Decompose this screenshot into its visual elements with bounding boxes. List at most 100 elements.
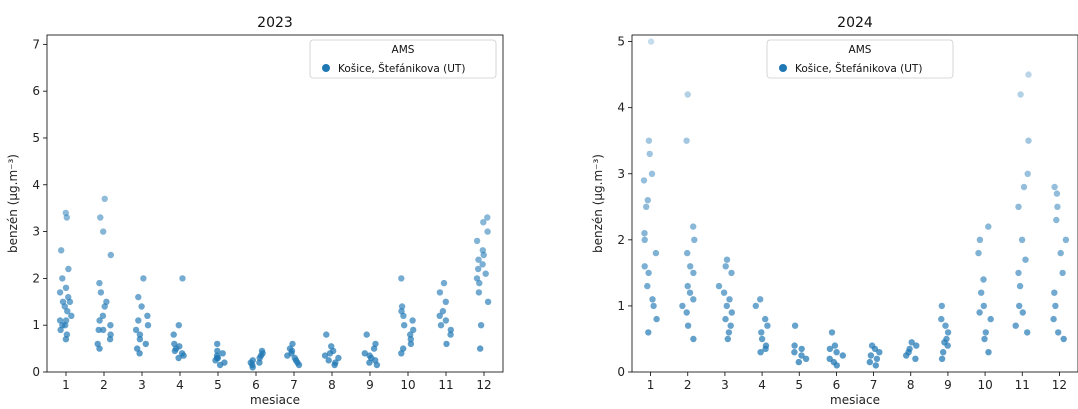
- x-tick-label: 8: [907, 378, 915, 392]
- data-point: [363, 331, 370, 338]
- data-point: [439, 308, 447, 315]
- data-point: [332, 359, 339, 366]
- data-point: [136, 331, 144, 338]
- data-point: [795, 358, 802, 366]
- data-point: [640, 177, 648, 184]
- data-point: [727, 322, 734, 329]
- data-point: [484, 298, 492, 305]
- data-point: [913, 342, 920, 349]
- data-point: [798, 345, 805, 353]
- data-point: [107, 331, 114, 338]
- data-point: [720, 289, 728, 296]
- data-point: [214, 347, 221, 355]
- data-point: [1016, 302, 1023, 310]
- data-point: [436, 312, 443, 319]
- data-point: [981, 335, 988, 343]
- data-point: [443, 340, 450, 348]
- data-point: [219, 350, 226, 357]
- data-point: [1020, 183, 1028, 191]
- x-tick-label: 6: [833, 378, 841, 392]
- y-tick-label: 0: [617, 365, 625, 379]
- data-point: [975, 249, 982, 257]
- data-point: [100, 228, 107, 235]
- data-point: [645, 137, 653, 144]
- data-point: [1025, 137, 1032, 144]
- data-point: [828, 329, 836, 336]
- data-point: [645, 329, 652, 336]
- data-point: [58, 247, 65, 254]
- data-point: [134, 345, 141, 352]
- data-point: [722, 263, 729, 270]
- legend-marker: [322, 64, 330, 72]
- data-point: [136, 350, 143, 357]
- x-tick-label: 7: [290, 378, 298, 392]
- data-point: [97, 289, 105, 296]
- data-point: [764, 322, 771, 329]
- data-point: [646, 150, 653, 158]
- y-axis-label: benzén (μg.m⁻³): [591, 154, 605, 253]
- data-point: [652, 249, 660, 257]
- data-point: [178, 350, 186, 357]
- data-point: [1024, 170, 1031, 177]
- data-point: [940, 349, 947, 356]
- data-point: [728, 309, 735, 316]
- data-point: [723, 302, 730, 310]
- x-tick-label: 1: [647, 378, 655, 392]
- data-point: [62, 317, 70, 324]
- data-point: [1017, 91, 1024, 98]
- data-point: [641, 230, 648, 237]
- x-tick-label: 8: [328, 378, 336, 392]
- data-point: [176, 343, 183, 350]
- data-point: [484, 228, 491, 235]
- data-point: [214, 340, 221, 348]
- data-point: [62, 209, 69, 217]
- x-tick-label: 12: [1052, 378, 1067, 392]
- data-point: [171, 340, 178, 348]
- data-point: [725, 329, 733, 336]
- data-point: [1016, 282, 1024, 290]
- y-tick-label: 5: [617, 35, 625, 49]
- data-point: [1012, 322, 1019, 329]
- data-point: [1050, 315, 1057, 323]
- y-tick-label: 1: [32, 318, 40, 332]
- data-point: [361, 350, 368, 357]
- data-point: [256, 359, 263, 366]
- data-point: [409, 317, 416, 324]
- data-point: [140, 275, 147, 282]
- data-point: [645, 269, 652, 277]
- legend-title: AMS: [392, 44, 415, 56]
- data-point: [484, 214, 491, 221]
- x-tick-label: 10: [400, 378, 415, 392]
- data-point: [335, 354, 342, 362]
- data-point: [683, 137, 690, 144]
- data-point: [987, 315, 994, 323]
- data-point: [59, 298, 67, 305]
- data-point: [400, 345, 407, 352]
- x-tick-label: 3: [721, 378, 729, 392]
- legend-entry: Košice, Štefánikova (UT): [795, 62, 922, 75]
- data-point: [477, 322, 485, 329]
- x-tick-label: 9: [944, 378, 952, 392]
- data-point: [831, 342, 839, 349]
- data-point: [684, 322, 692, 329]
- data-point: [447, 326, 454, 334]
- data-point: [477, 345, 484, 352]
- data-point: [942, 322, 949, 329]
- data-point: [762, 315, 769, 323]
- data-point: [686, 289, 694, 296]
- data-point: [136, 336, 144, 343]
- data-point: [757, 349, 764, 356]
- data-point: [687, 263, 694, 270]
- data-point: [683, 309, 690, 316]
- data-point: [653, 315, 660, 323]
- data-point: [723, 256, 731, 263]
- data-point: [791, 342, 798, 349]
- legend-box: [309, 39, 497, 79]
- data-point: [286, 345, 294, 352]
- data-point: [798, 352, 805, 359]
- x-axis-label: mesiace: [830, 393, 880, 407]
- y-tick-label: 2: [617, 233, 625, 247]
- data-point: [690, 296, 697, 303]
